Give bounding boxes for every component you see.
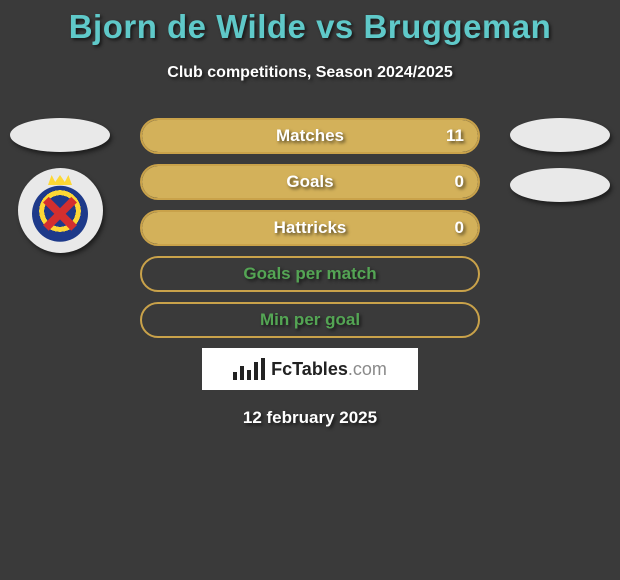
player-name-pill-right-1 [510, 118, 610, 152]
badge-circle [32, 185, 88, 241]
stat-bar-label: Goals per match [142, 264, 478, 284]
club-badge-left [18, 168, 103, 253]
stat-bar-fill [142, 212, 478, 244]
stat-bar-goals: Goals0 [140, 164, 480, 200]
stat-bar-label: Min per goal [142, 310, 478, 330]
footer-date: 12 february 2025 [140, 408, 480, 428]
stat-bar-gpm: Goals per match [140, 256, 480, 292]
chart-icon [233, 358, 265, 380]
fctables-logo[interactable]: FcTables.com [202, 348, 418, 390]
stat-bar-hattricks: Hattricks0 [140, 210, 480, 246]
left-player-column [0, 118, 120, 253]
subtitle: Club competitions, Season 2024/2025 [0, 64, 620, 82]
player-name-pill-right-2 [510, 168, 610, 202]
logo-text: FcTables.com [271, 359, 387, 380]
stat-bar-fill [142, 120, 478, 152]
stat-bar-mpg: Min per goal [140, 302, 480, 338]
page-title: Bjorn de Wilde vs Bruggeman [0, 0, 620, 46]
right-player-column [500, 118, 620, 218]
stat-bar-fill [142, 166, 478, 198]
crown-icon [48, 175, 72, 185]
stat-bars: Matches11 Goals0 Hattricks0 Goals per match… [140, 118, 480, 428]
badge-cross [43, 196, 77, 230]
stat-bar-matches: Matches11 [140, 118, 480, 154]
player-name-pill-left [10, 118, 110, 152]
